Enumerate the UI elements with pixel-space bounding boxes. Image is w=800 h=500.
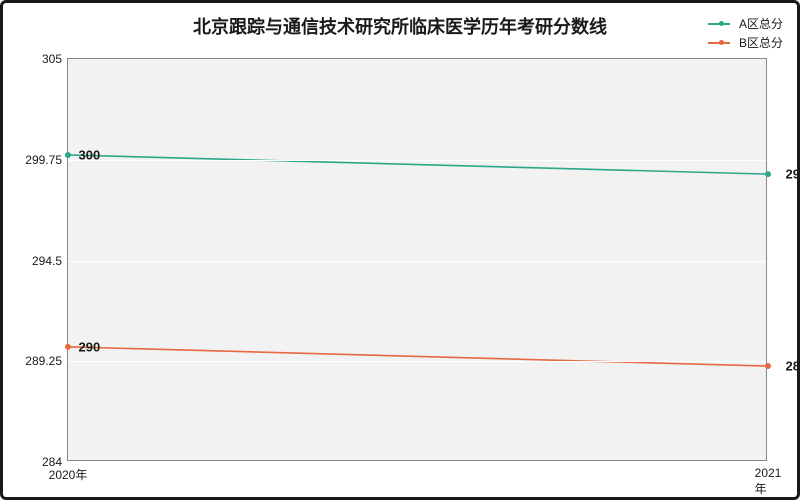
y-tick-label: 299.75 — [25, 153, 62, 167]
legend-marker — [719, 40, 724, 45]
legend-item: B区总分 — [708, 34, 783, 51]
series-line — [68, 347, 768, 366]
legend-label: B区总分 — [739, 34, 783, 51]
y-tick-label: 305 — [42, 52, 62, 66]
legend: A区总分 B区总分 — [708, 15, 783, 53]
x-tick-label: 2020年 — [49, 466, 88, 483]
y-tick-label: 294.5 — [32, 254, 62, 268]
data-marker — [65, 152, 71, 158]
series-line — [68, 155, 768, 174]
plot-area: 284289.25294.5299.753052020年2021年3002992… — [67, 58, 767, 461]
value-label: 299 — [786, 167, 800, 182]
value-label: 300 — [79, 147, 101, 162]
gridline — [68, 261, 766, 262]
legend-item: A区总分 — [708, 15, 783, 32]
chart-title: 北京跟踪与通信技术研究所临床医学历年考研分数线 — [3, 13, 797, 39]
legend-label: A区总分 — [739, 15, 783, 32]
y-tick-label: 289.25 — [25, 354, 62, 368]
legend-marker — [719, 21, 724, 26]
data-marker — [65, 344, 71, 350]
value-label: 289 — [786, 359, 800, 374]
value-label: 290 — [79, 339, 101, 354]
data-marker — [765, 363, 771, 369]
chart-container: 北京跟踪与通信技术研究所临床医学历年考研分数线 A区总分 B区总分 284289… — [0, 0, 800, 500]
x-tick-label: 2021年 — [755, 466, 782, 497]
gridline — [68, 160, 766, 161]
gridline — [68, 361, 766, 362]
data-marker — [765, 171, 771, 177]
